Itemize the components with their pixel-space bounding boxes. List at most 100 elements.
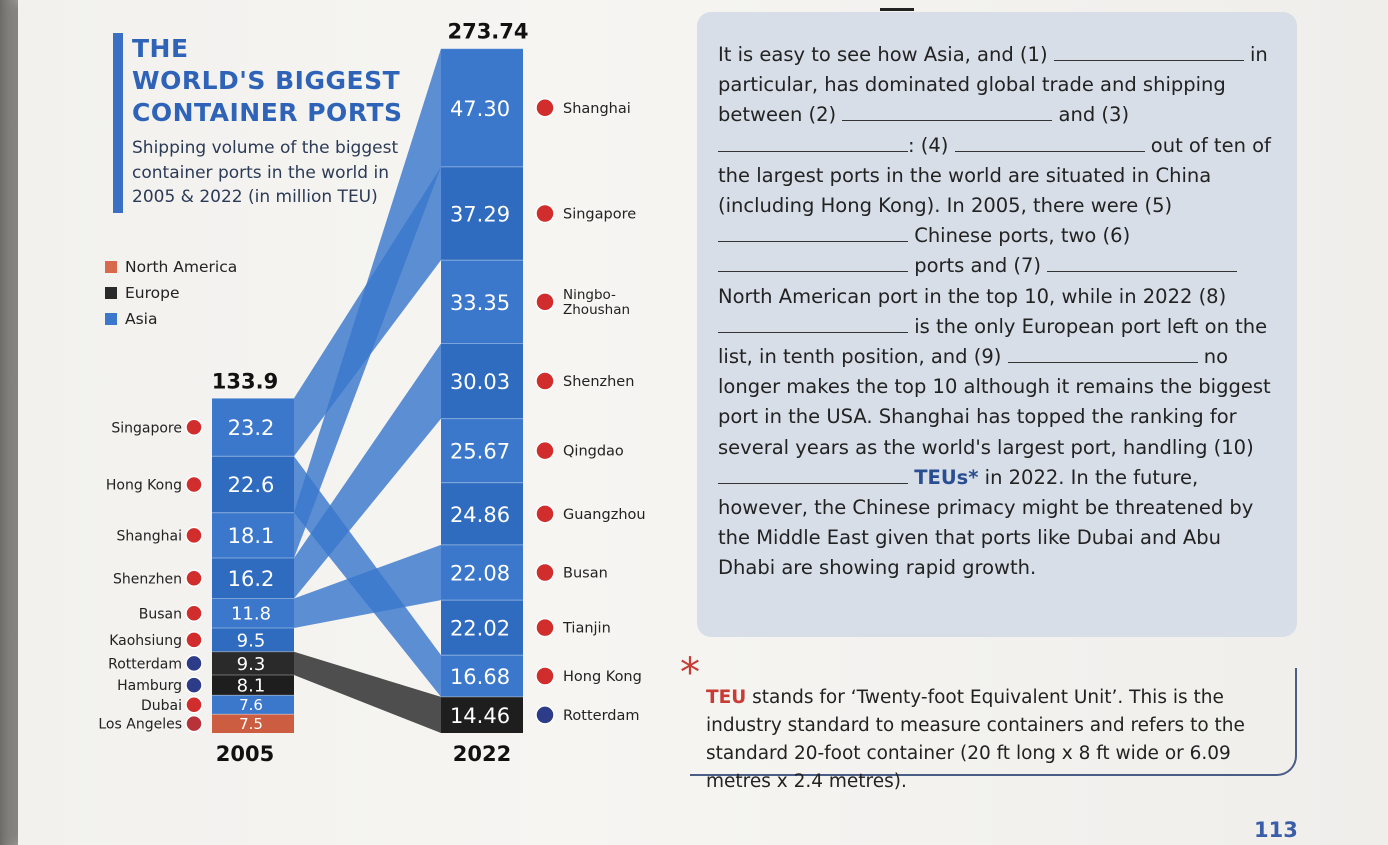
- bar-2005: [212, 512, 294, 558]
- flag-icon: [535, 440, 555, 461]
- answer-blank-4[interactable]: [954, 134, 1145, 152]
- paragraph-text: North American port in the top 10, while…: [718, 284, 1227, 308]
- teu-term: TEU: [706, 687, 747, 708]
- flag-icon: [185, 654, 203, 673]
- port-label-2005: Hamburg: [117, 678, 182, 694]
- paragraph-text: : (4): [908, 133, 955, 157]
- note-box: [690, 668, 1297, 776]
- x-axis-label-2005: 2005: [216, 742, 274, 766]
- flow-ribbon: [294, 544, 441, 628]
- flag-icon: [535, 617, 555, 638]
- flag-icon: [185, 475, 203, 494]
- bar-2022: [441, 418, 523, 483]
- flag-icon: [185, 418, 203, 436]
- total-label-2022: 273.74: [447, 20, 528, 44]
- answer-blank-1[interactable]: [1053, 43, 1244, 61]
- bar-value-label-2005: 7.6: [239, 696, 263, 714]
- flag-icon: [185, 631, 203, 649]
- chart-subtitle: Shipping volume of the biggest container…: [132, 136, 422, 210]
- answer-blank-7[interactable]: [1047, 254, 1238, 273]
- flag-icon: [185, 696, 203, 714]
- bar-2022: [441, 696, 523, 733]
- port-label-2005: Dubai: [141, 698, 182, 714]
- page-number: 113: [1254, 818, 1298, 842]
- flag-icon: [185, 604, 203, 622]
- flow-ribbon: [294, 651, 441, 733]
- bar-value-label-2022: 22.08: [450, 562, 510, 586]
- bar-value-label-2022: 22.02: [450, 617, 510, 641]
- port-label-2022: Singapore: [563, 207, 636, 223]
- port-label-2005: Kaohsiung: [109, 633, 182, 649]
- paragraph-text: and (3): [1052, 103, 1130, 127]
- bar-2005: [212, 714, 294, 733]
- answer-blank-6[interactable]: [718, 254, 908, 273]
- chart-title-line: CONTAINER PORTS: [132, 98, 403, 127]
- bar-value-label-2022: 14.46: [450, 704, 510, 728]
- bar-value-label-2005: 9.5: [237, 630, 266, 651]
- bar-2005: [212, 398, 294, 457]
- page-binding-edge: [0, 0, 18, 845]
- chart-title-line: WORLD'S BIGGEST: [132, 66, 401, 95]
- bar-2022: [441, 48, 523, 167]
- paragraph-text: out of ten of the largest ports in the w…: [718, 133, 1271, 218]
- bar-value-label-2022: 37.29: [450, 203, 510, 227]
- bar-value-label-2022: 33.35: [450, 291, 510, 315]
- port-label-2022: Hong Kong: [563, 669, 642, 685]
- bar-2005: [212, 628, 294, 652]
- port-label-2005: Hong Kong: [106, 478, 182, 494]
- bar-value-label-2005: 23.2: [228, 416, 275, 440]
- bar-2022: [441, 343, 523, 419]
- bar-2022: [441, 482, 523, 545]
- text-panel: [697, 12, 1297, 637]
- port-label-2005: Busan: [139, 606, 182, 622]
- title-accent-bar: [113, 33, 123, 213]
- flag-icon: [535, 371, 555, 391]
- chart-title-line: THE: [132, 34, 189, 63]
- flag-icon: [535, 705, 555, 725]
- port-label-2022: Shenzhen: [563, 374, 634, 390]
- port-label-2022: Tianjin: [562, 621, 611, 637]
- teu-definition: stands for ‘Twenty-foot Equivalent Unit’…: [706, 687, 1245, 792]
- answer-blank-8[interactable]: [718, 315, 908, 333]
- flag-icon: [535, 292, 555, 312]
- bar-2022: [441, 166, 523, 261]
- answer-blank-2[interactable]: [842, 103, 1053, 122]
- bar-2022: [441, 260, 523, 344]
- legend-item-north-america: North America: [105, 254, 237, 280]
- flag-icon: [535, 666, 555, 686]
- legend-label: North America: [125, 258, 238, 276]
- flow-ribbon: [294, 343, 441, 599]
- paragraph-text: Chinese ports, two (6): [908, 224, 1131, 248]
- port-label-2005: Shanghai: [117, 528, 182, 544]
- legend-swatch: [105, 261, 117, 273]
- port-label-2022: Ningbo-: [563, 287, 616, 303]
- answer-blank-3[interactable]: [718, 134, 908, 152]
- chart-subtitle-line: 2005 & 2022 (in million TEU): [132, 187, 378, 207]
- legend-label: Europe: [125, 284, 180, 302]
- bar-value-label-2022: 30.03: [450, 370, 510, 394]
- chart-legend: North America Europe Asia: [105, 254, 237, 332]
- chart-subtitle-line: Shipping volume of the biggest: [132, 138, 399, 158]
- container-ports-chart: 23.2 Singapore 22.6 Hong Kong 18.1 Shanghai 16…: [98, 20, 645, 766]
- legend-swatch: [105, 313, 117, 325]
- port-label-2005: Singapore: [111, 420, 182, 436]
- bar-value-label-2005: 7.5: [239, 715, 263, 733]
- port-label-2005: Rotterdam: [108, 656, 182, 672]
- flag-icon: [535, 98, 555, 118]
- paragraph-text: is the only European port left on the li…: [718, 314, 1268, 369]
- bar-2005: [212, 456, 294, 513]
- total-label-2005: 133.9: [212, 369, 278, 393]
- chart-subtitle-line: container ports in the world in: [132, 162, 389, 183]
- bar-value-label-2022: 24.86: [450, 503, 510, 527]
- teu-note: TEU stands for ‘Twenty-foot Equivalent U…: [706, 684, 1286, 796]
- bar-2022: [441, 600, 523, 656]
- answer-blank-9[interactable]: [1007, 345, 1198, 364]
- flag-icon: [185, 526, 203, 545]
- legend-label: Asia: [125, 310, 158, 328]
- bar-value-label-2022: 25.67: [450, 440, 510, 464]
- answer-blank-10[interactable]: [718, 466, 908, 484]
- bar-value-label-2022: 47.30: [450, 97, 510, 121]
- flag-icon: [185, 569, 203, 587]
- paragraph-text: in particular, has dominated global trad…: [718, 43, 1268, 127]
- answer-blank-5[interactable]: [718, 224, 908, 243]
